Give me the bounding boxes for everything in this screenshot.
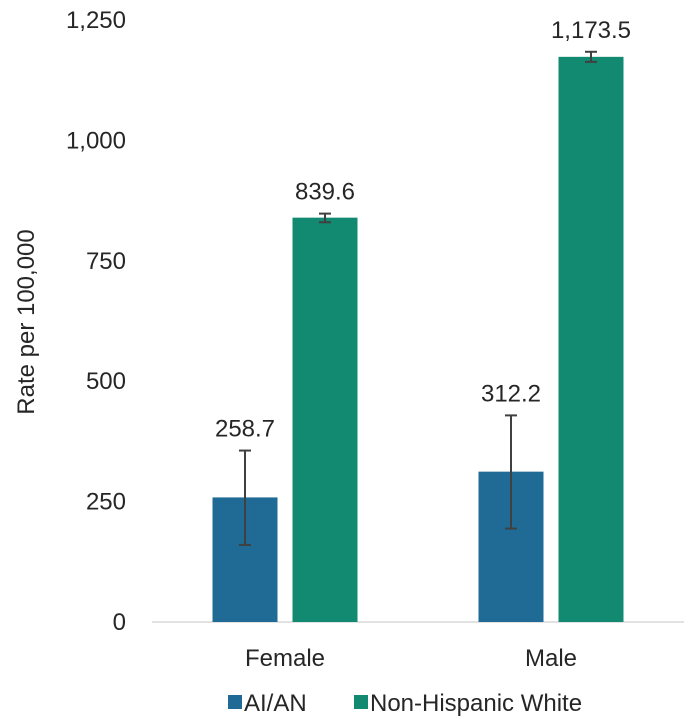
x-tick-label: Female [245, 645, 325, 672]
y-tick-label: 250 [86, 489, 126, 516]
error-bar [505, 414, 517, 530]
error-bar [585, 50, 597, 63]
error-bar [239, 449, 251, 546]
x-tick-label: Male [525, 645, 577, 672]
bar [292, 217, 358, 623]
legend-swatch [354, 695, 368, 709]
y-tick-label: 750 [86, 248, 126, 275]
y-tick-label: 0 [113, 609, 126, 636]
y-axis-ticks: 0 250 500 750 1,000 1,250 [66, 7, 126, 636]
data-label: 258.7 [215, 416, 275, 443]
data-label: 1,173.5 [551, 17, 631, 44]
legend-label: Non-Hispanic White [370, 690, 582, 717]
bars: 258.7 839.6 312.2 1,173.5 [212, 17, 631, 623]
x-axis-ticks: Female Male [245, 645, 577, 672]
y-tick-label: 1,000 [66, 127, 126, 154]
data-label: 312.2 [481, 380, 541, 407]
y-tick-label: 500 [86, 368, 126, 395]
y-tick-label: 1,250 [66, 7, 126, 34]
legend-swatch [228, 695, 242, 709]
y-axis-title: Rate per 100,000 [13, 229, 40, 414]
legend: AI/AN Non-Hispanic White [228, 690, 582, 717]
error-bar [319, 212, 331, 224]
data-label: 839.6 [295, 179, 355, 206]
legend-label: AI/AN [244, 690, 307, 717]
bar [558, 56, 624, 622]
